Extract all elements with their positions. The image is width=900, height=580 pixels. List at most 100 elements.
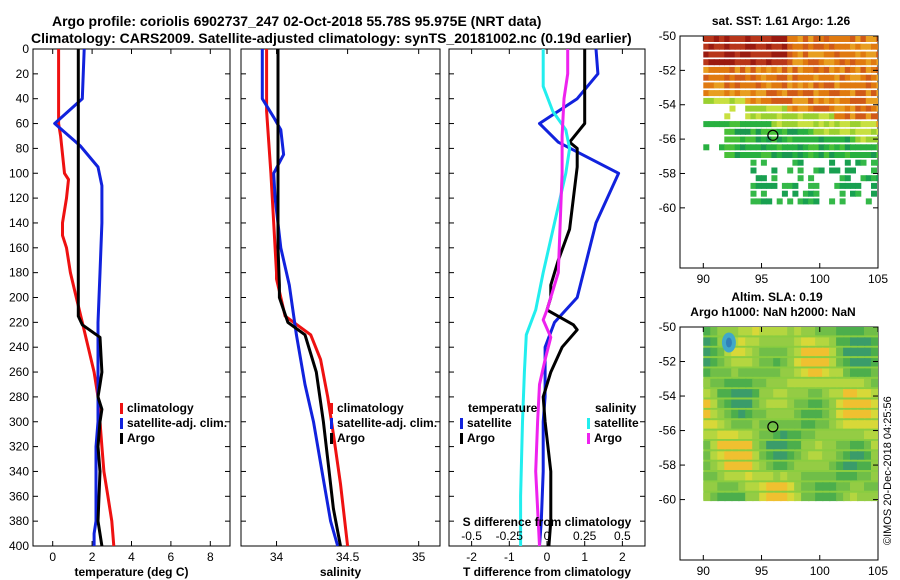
sst-cell	[844, 136, 851, 143]
sst-cell	[729, 121, 736, 128]
sla-cell	[787, 461, 796, 470]
sla-cell	[815, 461, 824, 470]
sst-cell	[729, 136, 736, 143]
sst-cell	[829, 198, 836, 205]
sst-cell	[776, 152, 783, 158]
sst-cell	[750, 74, 757, 81]
sla-cell	[787, 399, 796, 408]
sst-cell	[876, 51, 878, 58]
sla-cell	[766, 430, 775, 439]
sla-cell	[752, 327, 761, 336]
title-line-1: Argo profile: coriolis 6902737_247 02-Oc…	[52, 13, 542, 29]
x-tick-label: 2	[89, 550, 96, 564]
temperature-panel: 0 2 4 6 802040608010012014016018020022024026…	[9, 42, 231, 579]
sla-cell	[808, 461, 817, 470]
sla-cell	[745, 358, 754, 367]
x-tick-label: 4	[128, 550, 135, 564]
sst-cell	[792, 128, 799, 135]
argo-position-marker	[767, 421, 779, 433]
sla-cell	[836, 409, 845, 419]
sla-cell	[745, 430, 754, 439]
sst-cell	[871, 51, 877, 58]
x-tick-label: 34.5	[336, 550, 360, 564]
sst-cell	[776, 43, 783, 50]
sla-cell	[843, 368, 852, 377]
sst-cell	[876, 36, 878, 42]
sst-cell	[850, 59, 856, 66]
sst-cell	[745, 90, 752, 97]
sst-cell	[823, 152, 830, 158]
sst-cell	[813, 90, 820, 97]
sla-cell	[787, 378, 796, 388]
sla-cell	[808, 347, 817, 357]
series-t-satellite	[538, 48, 621, 547]
sst-cell	[876, 43, 878, 50]
sst-cell	[829, 97, 836, 104]
sst-cell	[750, 51, 757, 58]
sst-cell	[734, 43, 741, 50]
sla-cell	[759, 378, 768, 388]
sla-cell	[857, 461, 866, 470]
sla-cell	[836, 358, 845, 367]
sst-cell	[871, 128, 877, 135]
sst-cell	[855, 105, 862, 112]
sst-cell	[829, 43, 836, 50]
sla-cell	[773, 327, 782, 336]
sst-cell	[755, 121, 762, 128]
y-tick-label: 400	[9, 539, 29, 553]
sla-cell	[773, 472, 782, 481]
sla-cell	[857, 327, 866, 336]
sla-cell	[794, 399, 803, 408]
sla-cell	[808, 482, 817, 491]
sst-cell	[808, 43, 815, 50]
sst-cell	[740, 36, 746, 42]
sst-cell	[850, 182, 856, 189]
sst-cell	[865, 97, 872, 104]
sst-cell	[766, 198, 773, 205]
sst-cell	[855, 97, 862, 104]
sla-cell	[780, 358, 789, 367]
sst-cell	[724, 121, 731, 128]
sst-cell	[823, 59, 830, 66]
sla-cell	[815, 451, 824, 460]
sst-cell	[766, 152, 773, 158]
legend-swatch	[587, 433, 590, 444]
sst-cell	[813, 36, 820, 42]
sst-cell	[876, 113, 878, 120]
y-tick-label: 80	[16, 141, 30, 155]
sla-cell	[759, 409, 768, 419]
sst-cell	[708, 51, 715, 58]
sst-cell	[792, 105, 799, 112]
sst-cell	[760, 113, 767, 120]
sst-cell	[797, 198, 804, 205]
series-s-satellite	[519, 49, 572, 546]
sla-cell	[703, 451, 712, 460]
map-y-tick-label: -52	[659, 63, 677, 77]
sla-cell	[808, 420, 817, 429]
sla-cell	[752, 492, 761, 502]
y-tick-label: 100	[9, 166, 29, 180]
sst-cell	[844, 167, 851, 174]
sst_map-field	[703, 36, 878, 205]
sla-cell	[850, 399, 859, 408]
sla-cell	[871, 378, 878, 388]
sst-cell	[823, 43, 830, 50]
sla-cell	[752, 337, 761, 346]
sst-cell	[834, 144, 841, 151]
sla-cell	[703, 337, 712, 346]
credit-text: ©IMOS 20-Dec-2018 04:25:56	[882, 396, 894, 545]
sla-cell	[710, 389, 719, 398]
sla-cell	[801, 430, 810, 439]
sst-cell	[719, 51, 725, 58]
sst-cell	[792, 190, 799, 197]
x-tick-label: 35	[412, 550, 426, 564]
sla-cell	[843, 409, 852, 419]
sst-cell	[839, 82, 846, 89]
sst-cell	[792, 152, 799, 158]
sst-cell	[860, 175, 867, 182]
sst-cell	[755, 59, 762, 66]
sst-cell	[708, 59, 715, 66]
sst-cell	[844, 51, 851, 58]
sst-cell	[760, 97, 767, 104]
sst-cell	[829, 51, 836, 58]
